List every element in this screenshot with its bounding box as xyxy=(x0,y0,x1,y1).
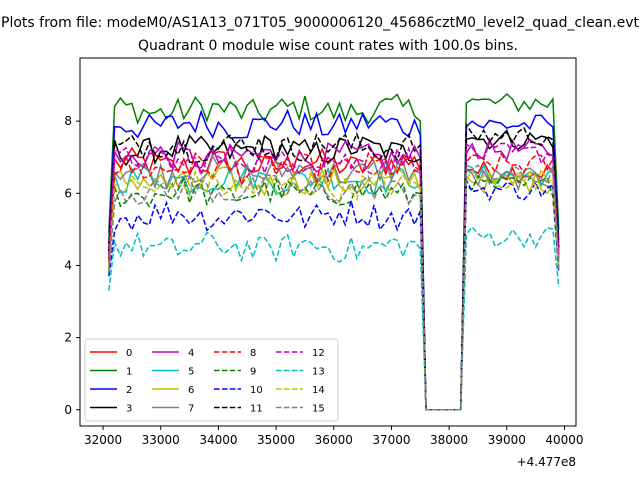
legend-label-4: 4 xyxy=(188,348,194,359)
x-tick-label: 40000 xyxy=(545,433,583,447)
series-line-10 xyxy=(108,180,560,411)
legend-label-5: 5 xyxy=(188,367,194,378)
series-line-7 xyxy=(108,153,560,411)
series-line-13 xyxy=(108,225,560,411)
y-tick-label: 2 xyxy=(64,331,72,345)
legend-label-13: 13 xyxy=(312,367,325,378)
legend-label-7: 7 xyxy=(188,404,194,415)
axes-border xyxy=(79,57,577,427)
series-line-15 xyxy=(108,164,560,411)
series-line-12 xyxy=(108,141,560,411)
legend-label-6: 6 xyxy=(188,385,194,396)
series-line-3 xyxy=(108,129,560,411)
y-axis: 0 2 4 6 8 xyxy=(64,114,80,417)
legend-label-9: 9 xyxy=(250,367,256,378)
series-line-9 xyxy=(108,174,560,411)
legend-frame xyxy=(84,338,339,422)
x-tick-label: 33000 xyxy=(142,433,180,447)
x-tick-label: 35000 xyxy=(257,433,295,447)
legend-label-11: 11 xyxy=(250,404,263,415)
legend-label-12: 12 xyxy=(312,348,325,359)
series-line-2 xyxy=(108,108,560,411)
series-line-11 xyxy=(108,122,560,411)
legend-label-10: 10 xyxy=(250,385,263,396)
y-tick-label: 8 xyxy=(64,114,72,128)
y-tick-label: 4 xyxy=(64,258,72,272)
legend-label-3: 3 xyxy=(126,404,132,415)
legend-label-14: 14 xyxy=(312,385,325,396)
x-tick-label: 39000 xyxy=(488,433,526,447)
legend-label-0: 0 xyxy=(126,348,132,359)
x-axis: 32000 33000 34000 35000 36000 37000 38000 39000… xyxy=(84,426,584,447)
series-line-14 xyxy=(108,167,560,411)
y-tick-label: 0 xyxy=(64,403,72,417)
y-tick-label: 6 xyxy=(64,186,72,200)
legend-label-8: 8 xyxy=(250,348,256,359)
series-layer xyxy=(108,92,560,411)
figure-suptitle: Plots from file: modeM0/AS1A13_071T05_90… xyxy=(1,15,639,31)
series-line-1 xyxy=(108,92,560,411)
x-tick-label: 38000 xyxy=(430,433,468,447)
legend-label-2: 2 xyxy=(126,385,132,396)
legend-label-15: 15 xyxy=(312,404,325,415)
x-tick-label: 37000 xyxy=(372,433,410,447)
legend-label-1: 1 xyxy=(126,367,132,378)
chart-title: Quadrant 0 module wise count rates with … xyxy=(138,38,518,54)
x-tick-label: 32000 xyxy=(84,433,122,447)
x-tick-label: 34000 xyxy=(199,433,237,447)
x-tick-label: 36000 xyxy=(315,433,353,447)
x-offset-label: +4.477e8 xyxy=(517,455,576,469)
